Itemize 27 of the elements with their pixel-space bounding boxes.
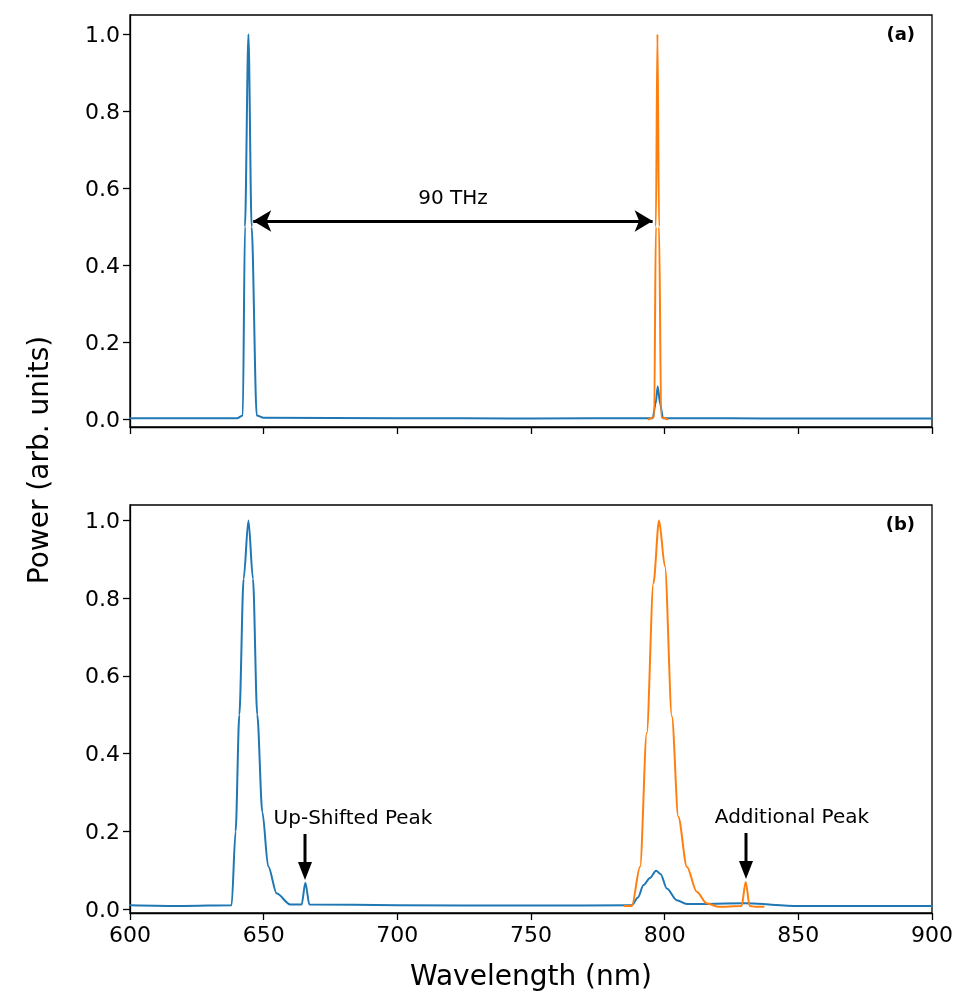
y-tick-label: 0.0	[85, 896, 120, 922]
y-tick-label: 1.0	[85, 508, 120, 534]
y-tick-label: 0.0	[85, 406, 120, 432]
chart-title: (a)	[886, 22, 916, 44]
x-tick-label: 900	[911, 921, 953, 947]
chart-title: (b)	[885, 512, 916, 534]
y-tick-label: 1.0	[85, 21, 120, 47]
y-tick-label: 0.2	[85, 329, 120, 355]
y-tick-label: 0.4	[85, 252, 120, 278]
annotation: 90 THz	[418, 185, 488, 209]
y-tick-label: 0.8	[85, 585, 120, 611]
y-tick-label: 0.6	[85, 175, 120, 201]
y-tick-label: 0.2	[85, 818, 120, 844]
x-tick-label: 600	[109, 921, 151, 947]
x-tick-label: 750	[510, 921, 552, 947]
x-axis-title: Wavelength (nm)	[410, 958, 652, 992]
x-tick-label: 800	[643, 921, 686, 947]
y-tick-label: 0.8	[85, 98, 120, 124]
annotation: Up-Shifted Peak	[273, 804, 433, 829]
x-tick-label: 700	[376, 921, 419, 947]
y-tick-label: 0.4	[85, 741, 120, 767]
line-series	[647, 33, 669, 421]
annotation: Additional Peak	[714, 803, 870, 828]
y-axis-title: Power (arb. units)	[21, 335, 55, 585]
x-tick-label: 850	[777, 921, 820, 947]
y-tick-label: 0.6	[85, 663, 120, 689]
x-tick-label: 650	[242, 921, 285, 947]
